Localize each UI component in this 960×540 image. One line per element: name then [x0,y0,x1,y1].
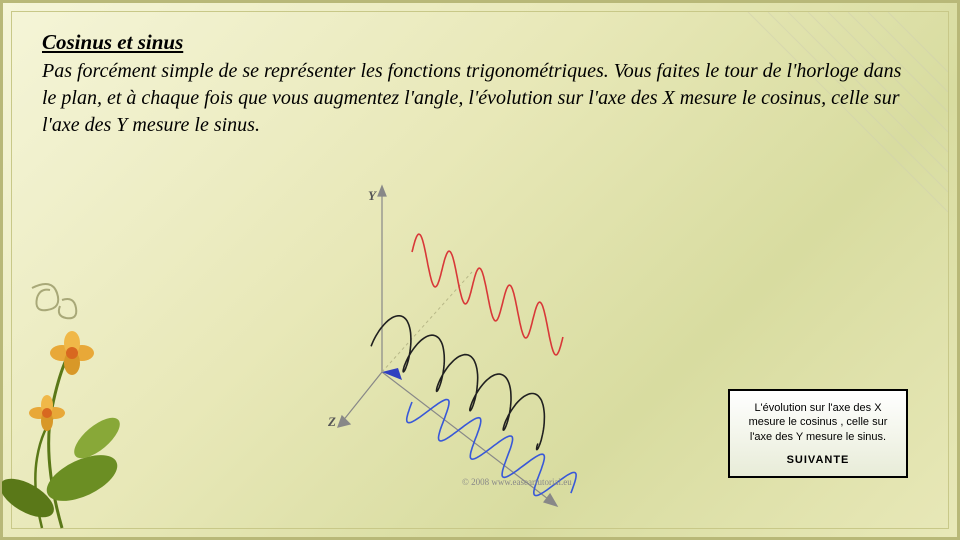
diagram-copyright: © 2008 www.easeartutorial.eu [462,477,572,487]
info-box: L'évolution sur l'axe des X mesure le co… [728,389,908,478]
axis-y-label: Y [368,188,376,204]
info-box-text: L'évolution sur l'axe des X mesure le co… [738,401,898,444]
slide-heading: Cosinus et sinus [42,30,183,55]
next-button[interactable]: SUIVANTE [738,454,898,466]
slide-inner: Cosinus et sinus Pas forcément simple de… [11,11,949,529]
axis-z-label: Z [328,414,336,430]
flower-deco [2,238,202,538]
diagram-svg [322,172,662,512]
slide-container: Cosinus et sinus Pas forcément simple de… [0,0,960,540]
trig-diagram: Y Z © 2008 www.easeartutorial.eu [322,172,662,512]
diagonal-deco [688,12,948,272]
slide-body-text: Pas forcément simple de se représenter l… [42,58,918,139]
